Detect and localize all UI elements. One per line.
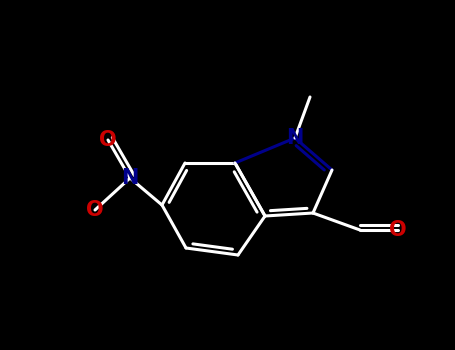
Text: O: O (389, 220, 407, 240)
Text: O: O (99, 130, 117, 150)
Text: N: N (121, 168, 139, 188)
Text: N: N (286, 128, 303, 148)
Text: O: O (86, 200, 104, 220)
